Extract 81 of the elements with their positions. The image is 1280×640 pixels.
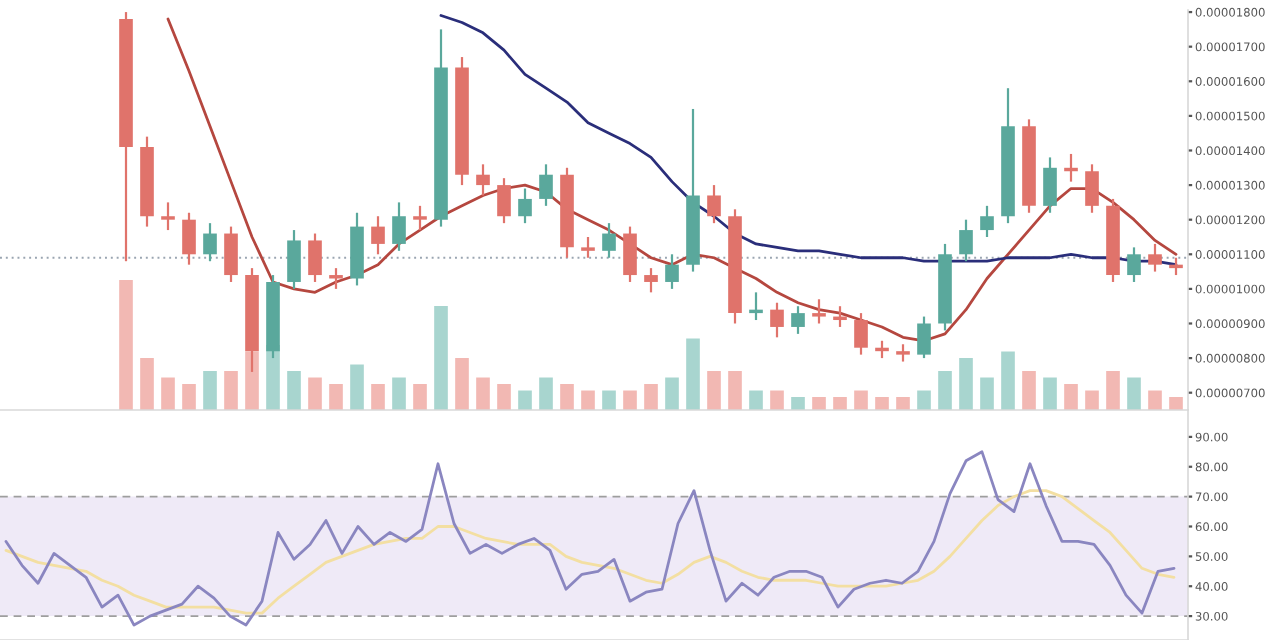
- candlestick: [854, 312, 868, 356]
- candlestick: [329, 267, 343, 290]
- candlestick: [1043, 156, 1057, 214]
- bar: [581, 390, 595, 410]
- bar: [602, 390, 616, 410]
- bar: [1085, 390, 1099, 410]
- bar: [539, 377, 553, 410]
- candlestick: [644, 267, 658, 294]
- candlestick: [476, 163, 490, 197]
- bar: [497, 384, 511, 410]
- candlestick: [203, 222, 217, 263]
- candlestick: [497, 177, 511, 225]
- bar: [959, 358, 973, 410]
- bar: [854, 390, 868, 410]
- candlestick: [980, 204, 994, 239]
- bar: [329, 384, 343, 410]
- candlestick: [392, 201, 406, 252]
- candlestick: [1085, 163, 1099, 214]
- bar: [1022, 371, 1036, 410]
- bar: [224, 371, 238, 410]
- candlestick: [665, 253, 679, 290]
- bar: [1148, 390, 1162, 410]
- candlestick: [1148, 242, 1162, 273]
- bar: [917, 390, 931, 410]
- candlestick: [602, 222, 616, 259]
- bar: [308, 377, 322, 410]
- bar: [119, 280, 133, 410]
- candlestick: [917, 315, 931, 360]
- candlestick: [581, 235, 595, 259]
- bar: [476, 377, 490, 410]
- candlestick: [518, 187, 532, 225]
- candlestick: [1127, 246, 1141, 284]
- bar: [1064, 384, 1078, 410]
- candlestick: [539, 163, 553, 207]
- candlestick: [161, 201, 175, 232]
- candlestick: [770, 301, 784, 339]
- bar: [455, 358, 469, 410]
- bar: [434, 306, 448, 410]
- bar: [518, 390, 532, 410]
- bar: [371, 384, 385, 410]
- bar: [203, 371, 217, 410]
- bar: [749, 390, 763, 410]
- bar: [875, 397, 889, 410]
- bar: [560, 384, 574, 410]
- bar: [413, 384, 427, 410]
- bar: [161, 377, 175, 410]
- candlestick: [224, 225, 238, 284]
- bar: [686, 338, 700, 410]
- bar: [350, 364, 364, 410]
- bar: [938, 371, 952, 410]
- bar: [623, 390, 637, 410]
- bar: [896, 397, 910, 410]
- bar: [1001, 351, 1015, 410]
- bar: [1169, 397, 1183, 410]
- candlestick: [287, 228, 301, 290]
- candlestick: [791, 305, 805, 335]
- bar: [728, 371, 742, 410]
- bar: [812, 397, 826, 410]
- candlestick: [371, 215, 385, 256]
- bar: [1043, 377, 1057, 410]
- candlestick: [413, 204, 427, 232]
- bar: [182, 384, 196, 410]
- candlestick: [812, 298, 826, 325]
- bar: [392, 377, 406, 410]
- bar: [791, 397, 805, 410]
- bar: [707, 371, 721, 410]
- bar: [833, 397, 847, 410]
- candlestick: [707, 183, 721, 225]
- candlestick: [182, 211, 196, 266]
- bar: [644, 384, 658, 410]
- bar: [665, 377, 679, 410]
- bar: [980, 377, 994, 410]
- bar: [287, 371, 301, 410]
- line-series: [4, 450, 1176, 627]
- bar: [140, 358, 154, 410]
- candlestick: [623, 225, 637, 284]
- bar: [1127, 377, 1141, 410]
- candlestick: [308, 232, 322, 284]
- candlestick: [959, 218, 973, 263]
- bar: [1106, 371, 1120, 410]
- bar: [770, 390, 784, 410]
